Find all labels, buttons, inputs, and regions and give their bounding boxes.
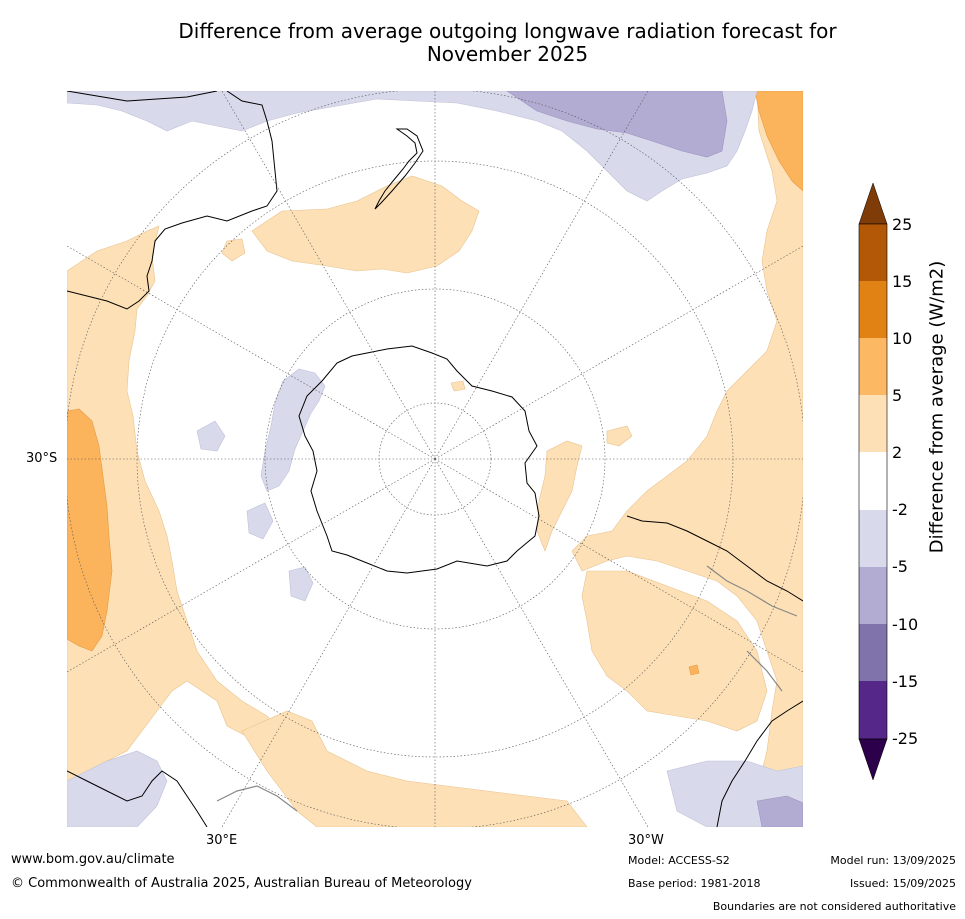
meridian-120e [67,245,436,460]
region-small-strong [688,664,700,676]
graticule [67,91,803,827]
south-america-coastline [626,515,803,827]
meridian-30e [221,458,436,827]
colorbar-top-arrow [858,182,888,225]
footer-base-period: Base period: 1981-2018 [628,877,761,890]
colorbar-band-neg15-neg10 [859,624,887,681]
new-zealand-coastline [374,128,424,210]
colorbar-band-15-25 [859,224,887,281]
region-drake [536,440,583,552]
region-small-1 [606,425,633,447]
region-bottom-left [67,750,168,827]
region-tasman-small [221,238,246,262]
colorbar-band-5-10 [859,338,887,395]
region-small-2 [450,380,466,392]
colorbar-outline [858,223,888,740]
colorbar-label: Difference from average (W/m2) [926,260,948,554]
meridian-60e [67,458,436,673]
footer-model-run: Model run: 13/09/2025 [830,854,956,867]
australia-coastline [67,91,278,310]
footer-issued: Issued: 15/09/2025 [849,877,956,890]
footer-disclaimer: Boundaries are not considered authoritat… [712,900,956,913]
region-west-indian-strong [67,408,113,652]
region-small-neg-2 [246,502,274,540]
footer-website[interactable]: www.bom.gov.au/climate [11,852,175,867]
meridian-150w [434,91,649,460]
map-panel [67,91,803,827]
lon-label-30e: 30°E [206,833,238,848]
footer-copyright: © Commonwealth of Australia 2025, Austra… [11,876,472,891]
colorbar-band-neg10-neg5 [859,567,887,624]
colorbar-tick-25: 25 [892,215,913,234]
meridian-120w [434,245,803,460]
colorbar-band-2-5 [859,395,887,452]
colorbar-tick-10: 10 [892,329,913,348]
meridian-60w [434,458,803,673]
colorbar-band-neg2-2 [859,452,887,510]
antarctica-coastline [298,345,540,574]
lat-label-30s: 30°S [26,451,58,466]
africa-coastline [67,770,208,827]
map-svg [67,91,803,827]
colorbar-band-10-15 [859,281,887,338]
colorbar-tick-neg2: -2 [892,500,908,519]
region-northeast-strong [754,91,803,192]
strong-positive-regions [67,91,803,676]
meridian-30w [434,458,649,827]
region-weddell [260,368,326,492]
region-south-america-lower [581,570,768,732]
colorbar-band-neg5-neg2 [859,510,887,567]
colorbar-tick-neg5: -5 [892,557,908,576]
lon-label-30w: 30°W [628,833,664,848]
chart-title: Difference from average outgoing longwav… [50,20,965,66]
colorbar-tick-neg15: -15 [892,672,919,691]
region-small-neg-1 [196,420,226,452]
title-line-1: Difference from average outgoing longwav… [178,19,837,43]
region-tasman [251,175,480,274]
colorbar-tick-2: 2 [892,443,903,462]
colorbar-band-neg25-neg15 [859,681,887,739]
region-south-atlantic [241,710,588,827]
colorbar-bottom-arrow [858,738,888,781]
region-top-right-neg [506,91,728,158]
colorbar-tick-neg10: -10 [892,615,919,634]
colorbar-tick-neg25: -25 [892,729,919,748]
meridian-150e [221,91,436,460]
title-line-2: November 2025 [426,42,589,66]
region-small-neg-3 [288,566,314,602]
graticule-circle-middle [264,288,606,630]
region-bottom-right-neg [756,795,803,827]
colorbar-tick-5: 5 [892,386,903,405]
footer-model: Model: ACCESS-S2 [628,854,730,867]
region-west-indian [67,225,283,792]
boundary-lines [216,565,798,812]
moderate-negative-regions [506,91,803,827]
colorbar-tick-15: 15 [892,272,913,291]
